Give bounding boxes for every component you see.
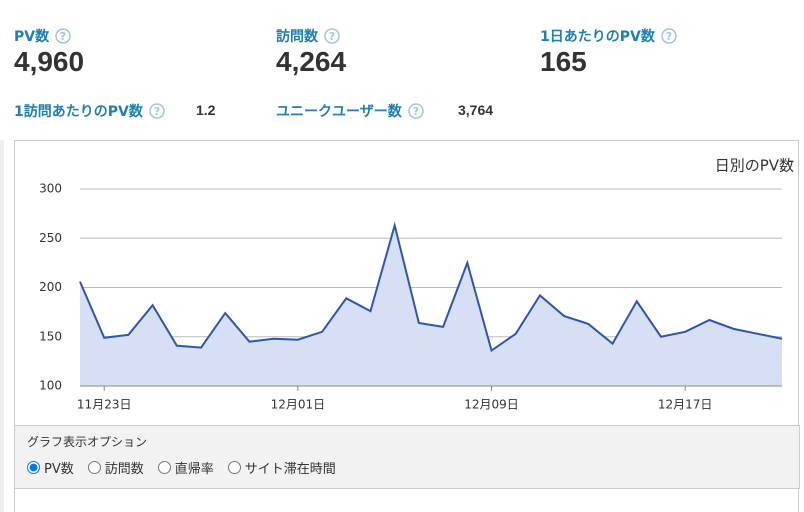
- help-icon[interactable]: ?: [149, 103, 165, 119]
- area: [80, 225, 782, 386]
- radio-button[interactable]: [27, 461, 40, 474]
- stat-label: PV数?: [14, 26, 71, 46]
- radio-button[interactable]: [227, 461, 241, 474]
- graph-option[interactable]: PV数: [27, 458, 74, 477]
- help-icon[interactable]: ?: [324, 28, 340, 44]
- x-tick-label: 12月17日: [658, 398, 713, 412]
- x-tick-label: 11月23日: [77, 398, 132, 412]
- svg-text:?: ?: [413, 105, 419, 118]
- svg-text:?: ?: [329, 30, 335, 43]
- sub-stat-value: 1.2: [196, 102, 216, 118]
- y-tick-label: 300: [39, 182, 62, 196]
- stat-label-text: 1日あたりのPV数: [540, 29, 655, 45]
- graph-option[interactable]: 訪問数: [87, 458, 144, 477]
- stat-label: 訪問数?: [276, 26, 340, 46]
- side-strip: [0, 140, 4, 512]
- option-label: サイト滞在時間: [244, 462, 336, 477]
- sub-stat-value: 3,764: [458, 102, 494, 118]
- radio-button[interactable]: [157, 461, 171, 474]
- sub-stat-label-text: ユニークユーザー数: [276, 104, 402, 120]
- graph-options-title: グラフ表示オプション: [27, 435, 148, 449]
- help-icon[interactable]: ?: [407, 103, 424, 119]
- option-label: 訪問数: [104, 462, 144, 477]
- y-tick-label: 150: [39, 329, 62, 343]
- stat-label-text: 訪問数: [276, 29, 318, 45]
- option-label: 直帰率: [174, 462, 214, 477]
- help-icon[interactable]: ?: [55, 28, 71, 44]
- y-tick-label: 100: [39, 379, 62, 393]
- sub-stat-label: 1訪問あたりのPV数?: [14, 101, 165, 121]
- x-tick-label: 12月01日: [271, 398, 326, 412]
- graph-options: グラフ表示オプション PV数 訪問数 直帰率 サイト滞在時間: [14, 425, 800, 489]
- stat-value: 165: [540, 46, 587, 77]
- line: [79, 221, 783, 353]
- graph-option[interactable]: 直帰率: [157, 458, 214, 477]
- y-tick-label: 200: [39, 280, 62, 294]
- y-tick-label: 250: [39, 231, 62, 245]
- svg-text:?: ?: [154, 105, 160, 118]
- sub-stat-label: ユニークユーザー数?: [276, 101, 424, 121]
- help-icon[interactable]: ?: [661, 28, 677, 44]
- stat-label-text: PV数: [14, 29, 50, 45]
- chart-panel: [14, 140, 799, 512]
- svg-text:?: ?: [60, 30, 66, 43]
- stat-value: 4,960: [14, 46, 85, 77]
- x-tick-label: 12月09日: [464, 398, 519, 412]
- option-row: PV数 訪問数 直帰率 サイト滞在時間: [27, 458, 336, 477]
- graph-option[interactable]: サイト滞在時間: [227, 458, 336, 477]
- stat-label: 1日あたりのPV数?: [540, 26, 677, 46]
- chart-title: 日別のPV数: [715, 157, 794, 175]
- sub-stat-label-text: 1訪問あたりのPV数: [14, 104, 143, 120]
- radio-button[interactable]: [87, 461, 101, 474]
- chart: 日別のPV数 100 150 200 250 300 11月23日 12月01日 12月09日…: [39, 157, 794, 412]
- option-label: PV数: [44, 462, 74, 477]
- stat-value: 4,264: [276, 46, 347, 77]
- svg-text:?: ?: [666, 30, 672, 43]
